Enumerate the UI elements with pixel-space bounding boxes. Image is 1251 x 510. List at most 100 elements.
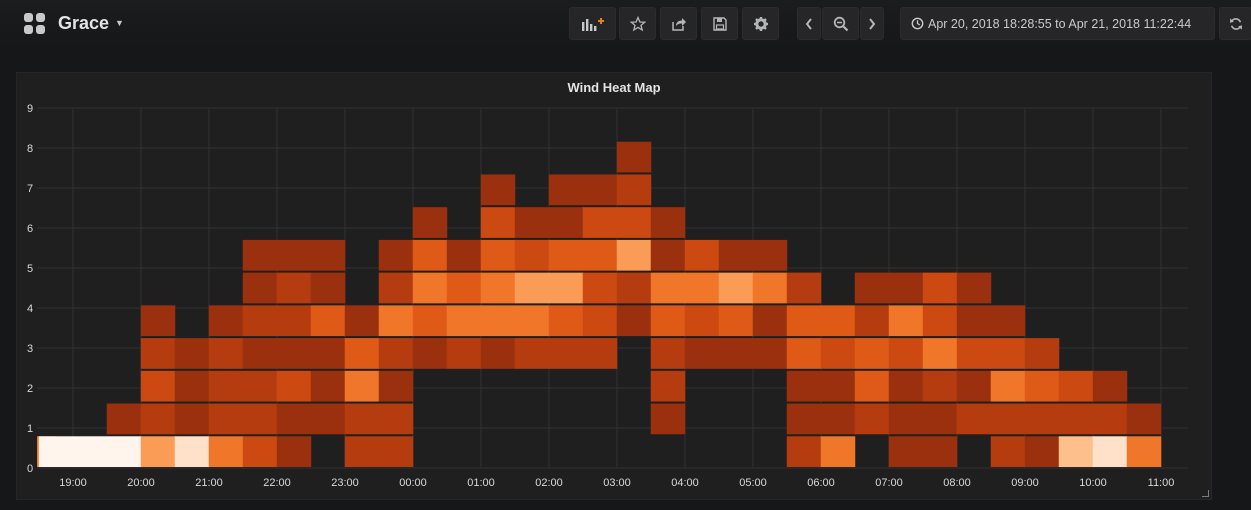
heatmap-cell[interactable] [854,403,890,435]
heatmap-cell[interactable] [276,436,312,467]
heatmap-cell[interactable] [276,370,312,402]
heatmap-cell[interactable] [854,338,890,369]
heatmap-cell[interactable] [922,305,958,337]
heatmap-cell[interactable] [276,239,312,271]
heatmap-cell[interactable] [820,338,856,369]
heatmap-cell[interactable] [582,272,618,304]
heatmap-cell[interactable] [480,272,516,304]
heatmap-cell[interactable] [684,239,720,271]
heatmap-cell[interactable] [684,338,720,369]
heatmap-cell[interactable] [888,403,924,435]
heatmap-cell[interactable] [1092,436,1128,467]
heatmap-cell[interactable] [1058,403,1094,435]
heatmap-cell[interactable] [242,403,278,435]
heatmap-cell[interactable] [480,174,516,206]
heatmap-cell[interactable] [616,305,652,337]
panel-title[interactable]: Wind Heat Map [567,80,661,95]
heatmap-cell[interactable] [276,403,312,435]
heatmap-cell[interactable] [718,272,754,304]
refresh-button[interactable] [1219,7,1251,40]
heatmap-cell[interactable] [650,272,686,304]
heatmap-cell[interactable] [684,305,720,337]
time-forward-button[interactable] [860,7,884,40]
heatmap-cell[interactable] [344,436,380,467]
heatmap-cell[interactable] [344,403,380,435]
heatmap-cell[interactable] [276,305,312,337]
heatmap-cell[interactable] [752,272,788,304]
heatmap-cell[interactable] [1024,403,1060,435]
heatmap-cell[interactable] [650,370,686,402]
heatmap-cell[interactable] [174,370,210,402]
heatmap-cell[interactable] [140,370,176,402]
heatmap-cell[interactable] [616,272,652,304]
heatmap-cell[interactable] [888,370,924,402]
heatmap-cell[interactable] [310,403,346,435]
settings-button[interactable] [742,7,779,40]
heatmap-cell[interactable] [990,338,1026,369]
heatmap-cell[interactable] [548,305,584,337]
heatmap-cell[interactable] [786,370,822,402]
heatmap-cell[interactable] [412,207,448,238]
heatmap-cell[interactable] [276,338,312,369]
heatmap-cell[interactable] [106,403,142,435]
heatmap-cell[interactable] [1058,436,1094,467]
heatmap-cell[interactable] [922,272,958,304]
share-button[interactable] [660,7,697,40]
time-range-picker[interactable]: Apr 20, 2018 18:28:55 to Apr 21, 2018 11… [900,7,1215,40]
heatmap-cell[interactable] [140,436,176,467]
heatmap-cell[interactable] [752,338,788,369]
heatmap-cell[interactable] [412,305,448,337]
heatmap-cell[interactable] [446,239,482,271]
heatmap-cell[interactable] [956,403,992,435]
heatmap-cell[interactable] [616,174,652,206]
heatmap-cell[interactable] [820,403,856,435]
heatmap-cell[interactable] [174,338,210,369]
heatmap-cell[interactable] [956,272,992,304]
heatmap-cell[interactable] [616,239,652,271]
star-button[interactable] [619,7,656,40]
heatmap-cell[interactable] [514,239,550,271]
heatmap-cell[interactable] [344,305,380,337]
heatmap-cell[interactable] [786,436,822,467]
heatmap-cell[interactable] [378,272,414,304]
heatmap-cell[interactable] [752,239,788,271]
heatmap-cell[interactable] [582,174,618,206]
heatmap-cell[interactable] [582,207,618,238]
heatmap-cell[interactable] [174,403,210,435]
heatmap-cell[interactable] [684,272,720,304]
heatmap-cell[interactable] [310,239,346,271]
zoom-out-button[interactable] [822,7,859,40]
heatmap-cell[interactable] [140,305,176,337]
heatmap-cell[interactable] [922,338,958,369]
heatmap-cell[interactable] [208,338,244,369]
heatmap-cell[interactable] [514,338,550,369]
heatmap-cell[interactable] [242,436,278,467]
heatmap-cell[interactable] [378,403,414,435]
heatmap-cell[interactable] [786,338,822,369]
heatmap-cell[interactable] [480,239,516,271]
heatmap-cell[interactable] [922,436,958,467]
heatmap-cell[interactable] [378,338,414,369]
heatmap-cell[interactable] [480,338,516,369]
heatmap-cell[interactable] [1058,370,1094,402]
heatmap-cell[interactable] [956,370,992,402]
heatmap-cell[interactable] [140,338,176,369]
heatmap-cell[interactable] [956,338,992,369]
heatmap-cell[interactable] [990,436,1026,467]
heatmap-cell[interactable] [1092,370,1128,402]
heatmap-cell[interactable] [242,272,278,304]
heatmap-cell[interactable] [174,436,210,467]
heatmap-cell[interactable] [820,370,856,402]
heatmap-cell[interactable] [650,239,686,271]
heatmap-cell[interactable] [990,305,1026,337]
heatmap-cell[interactable] [1126,403,1162,435]
save-button[interactable] [701,7,738,40]
heatmap-cell[interactable] [650,207,686,238]
heatmap-cell[interactable] [378,436,414,467]
heatmap-cell[interactable] [1024,338,1060,369]
heatmap-cell[interactable] [582,338,618,369]
heatmap-cell[interactable] [718,305,754,337]
heatmap-cell[interactable] [208,403,244,435]
heatmap-cell[interactable] [650,305,686,337]
